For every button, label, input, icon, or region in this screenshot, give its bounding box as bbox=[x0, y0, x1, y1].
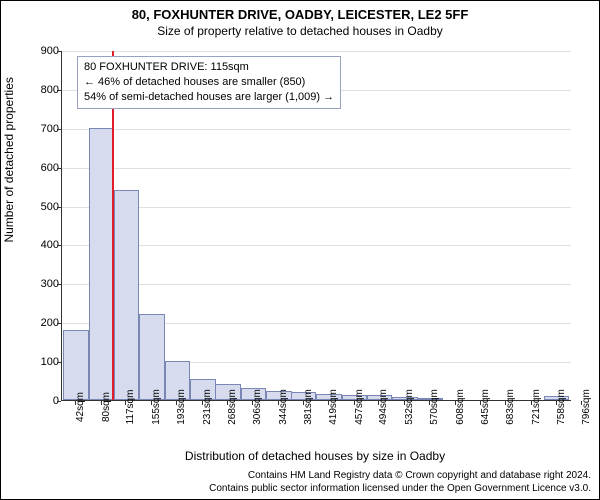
chart-title: 80, FOXHUNTER DRIVE, OADBY, LEICESTER, L… bbox=[1, 7, 599, 22]
y-tick-mark bbox=[57, 207, 61, 208]
annotation-line-2: ← 46% of detached houses are smaller (85… bbox=[84, 75, 334, 90]
x-tick-label: 344sqm bbox=[278, 389, 289, 425]
y-tick-mark bbox=[57, 245, 61, 246]
gridline bbox=[62, 129, 571, 130]
x-tick-label: 758sqm bbox=[556, 389, 567, 425]
x-tick-label: 306sqm bbox=[252, 389, 263, 425]
x-tick-label: 494sqm bbox=[378, 389, 389, 425]
footer-line-2: Contains public sector information licen… bbox=[209, 483, 591, 496]
y-tick-mark bbox=[57, 129, 61, 130]
x-tick-label: 532sqm bbox=[404, 389, 415, 425]
plot-area: 80 FOXHUNTER DRIVE: 115sqm ← 46% of deta… bbox=[61, 51, 571, 401]
y-tick-label: 400 bbox=[39, 239, 59, 251]
x-tick-label: 683sqm bbox=[505, 389, 516, 425]
histogram-bar bbox=[89, 128, 115, 400]
x-tick-label: 117sqm bbox=[125, 390, 136, 425]
marker-annotation: 80 FOXHUNTER DRIVE: 115sqm ← 46% of deta… bbox=[77, 56, 341, 109]
y-tick-label: 0 bbox=[39, 395, 59, 407]
y-tick-label: 300 bbox=[39, 278, 59, 290]
annotation-line-3: 54% of semi-detached houses are larger (… bbox=[84, 90, 334, 105]
x-tick-label: 419sqm bbox=[328, 389, 339, 425]
y-axis-label: Number of detached properties bbox=[2, 77, 16, 242]
y-tick-label: 500 bbox=[39, 201, 59, 213]
x-tick-label: 570sqm bbox=[429, 389, 440, 425]
y-tick-label: 200 bbox=[39, 317, 59, 329]
y-tick-label: 900 bbox=[39, 45, 59, 57]
chart-container: 80, FOXHUNTER DRIVE, OADBY, LEICESTER, L… bbox=[0, 0, 600, 500]
y-tick-mark bbox=[57, 362, 61, 363]
histogram-bar bbox=[63, 330, 89, 400]
footer-line-1: Contains HM Land Registry data © Crown c… bbox=[209, 470, 591, 483]
y-tick-label: 700 bbox=[39, 123, 59, 135]
x-tick-label: 268sqm bbox=[227, 389, 238, 425]
y-tick-mark bbox=[57, 51, 61, 52]
x-tick-label: 645sqm bbox=[480, 389, 491, 425]
x-tick-label: 231sqm bbox=[202, 389, 213, 425]
x-tick-label: 155sqm bbox=[151, 389, 162, 425]
x-tick-label: 457sqm bbox=[354, 389, 365, 425]
x-tick-label: 608sqm bbox=[455, 389, 466, 425]
x-tick-label: 42sqm bbox=[75, 392, 86, 422]
x-tick-label: 80sqm bbox=[101, 392, 112, 422]
histogram-bar bbox=[139, 314, 165, 400]
y-tick-label: 100 bbox=[39, 356, 59, 368]
y-tick-mark bbox=[57, 401, 61, 402]
footer-attribution: Contains HM Land Registry data © Crown c… bbox=[209, 470, 591, 495]
y-tick-mark bbox=[57, 323, 61, 324]
histogram-bar bbox=[114, 190, 140, 400]
gridline bbox=[62, 168, 571, 169]
annotation-line-1: 80 FOXHUNTER DRIVE: 115sqm bbox=[84, 60, 334, 75]
y-tick-mark bbox=[57, 284, 61, 285]
x-axis-label: Distribution of detached houses by size … bbox=[61, 449, 569, 463]
chart-subtitle: Size of property relative to detached ho… bbox=[1, 24, 599, 38]
y-tick-label: 600 bbox=[39, 162, 59, 174]
x-tick-label: 721sqm bbox=[531, 389, 542, 425]
x-tick-label: 381sqm bbox=[303, 389, 314, 425]
x-tick-label: 796sqm bbox=[581, 389, 592, 425]
y-tick-label: 800 bbox=[39, 84, 59, 96]
gridline bbox=[62, 51, 571, 52]
y-tick-mark bbox=[57, 168, 61, 169]
y-tick-mark bbox=[57, 90, 61, 91]
x-tick-label: 193sqm bbox=[176, 389, 187, 425]
